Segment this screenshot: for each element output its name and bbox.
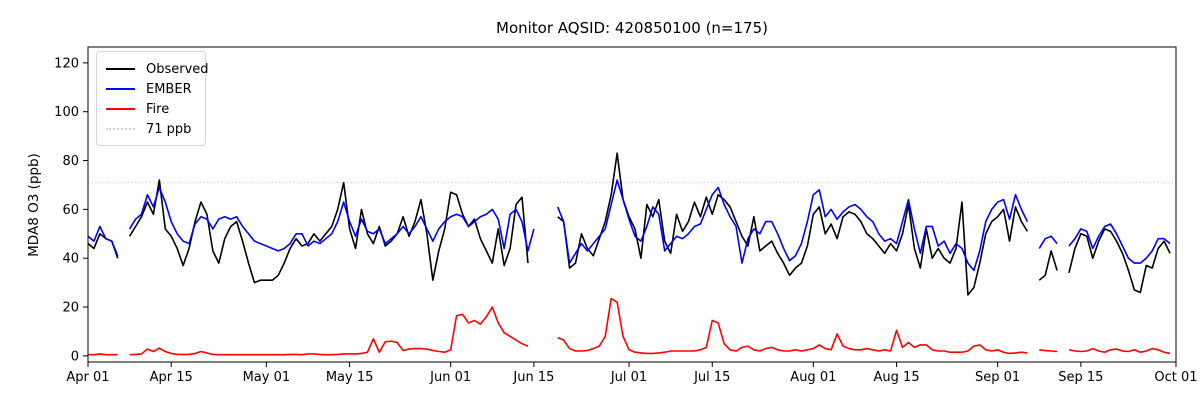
- y-tick-label: 80: [62, 154, 79, 169]
- y-axis-label: MDA8 O3 (ppb): [26, 153, 42, 257]
- legend-item-observed: Observed: [106, 59, 209, 79]
- y-tick-label: 60: [62, 203, 79, 218]
- x-tick-label: Jul 15: [693, 370, 730, 385]
- x-tick-label: May 15: [326, 370, 374, 385]
- series-ember-line: [87, 179, 1171, 272]
- x-tick-label: Jul 01: [610, 370, 647, 385]
- x-tick-label: Sep 15: [1058, 370, 1103, 385]
- series-observed-line: [87, 152, 1171, 296]
- fire-line-swatch: [106, 108, 135, 110]
- x-tick-label: Sep 01: [975, 370, 1020, 385]
- series-fire-line: [88, 297, 1171, 356]
- x-tick-label: Oct 01: [1154, 370, 1197, 385]
- x-tick-label: Jun 01: [429, 370, 471, 385]
- plot-frame: [87, 46, 1177, 363]
- y-tick-label: 0: [71, 349, 79, 364]
- x-tick-label: Aug 15: [874, 370, 920, 385]
- legend-item-fire: Fire: [106, 99, 196, 119]
- y-tick-label: 100: [54, 105, 79, 120]
- legend-label: EMBER: [146, 81, 192, 97]
- y-tick-label: 20: [62, 301, 79, 316]
- legend-item-ember: EMBER: [106, 79, 196, 99]
- legend-label: Observed: [146, 61, 209, 77]
- x-tick-label: Jun 15: [512, 370, 554, 385]
- observed-line-swatch: [106, 68, 135, 70]
- x-tick-label: Aug 01: [790, 370, 836, 385]
- x-tick-label: Apr 01: [66, 370, 109, 385]
- x-tick-label: May 01: [243, 370, 291, 385]
- y-tick-label: 120: [54, 56, 79, 71]
- threshold-line-swatch: [106, 128, 135, 130]
- x-tick-label: Apr 15: [150, 370, 193, 385]
- chart-title: Monitor AQSID: 420850100 (n=175): [496, 19, 768, 37]
- legend-label: 71 ppb: [146, 121, 192, 137]
- y-tick-label: 40: [62, 252, 79, 267]
- legend-label: Fire: [146, 101, 170, 117]
- legend-item-threshold: 71 ppb: [106, 119, 196, 139]
- ember-line-swatch: [106, 88, 135, 90]
- legend: Observed EMBER Fire 71 ppb: [96, 51, 209, 146]
